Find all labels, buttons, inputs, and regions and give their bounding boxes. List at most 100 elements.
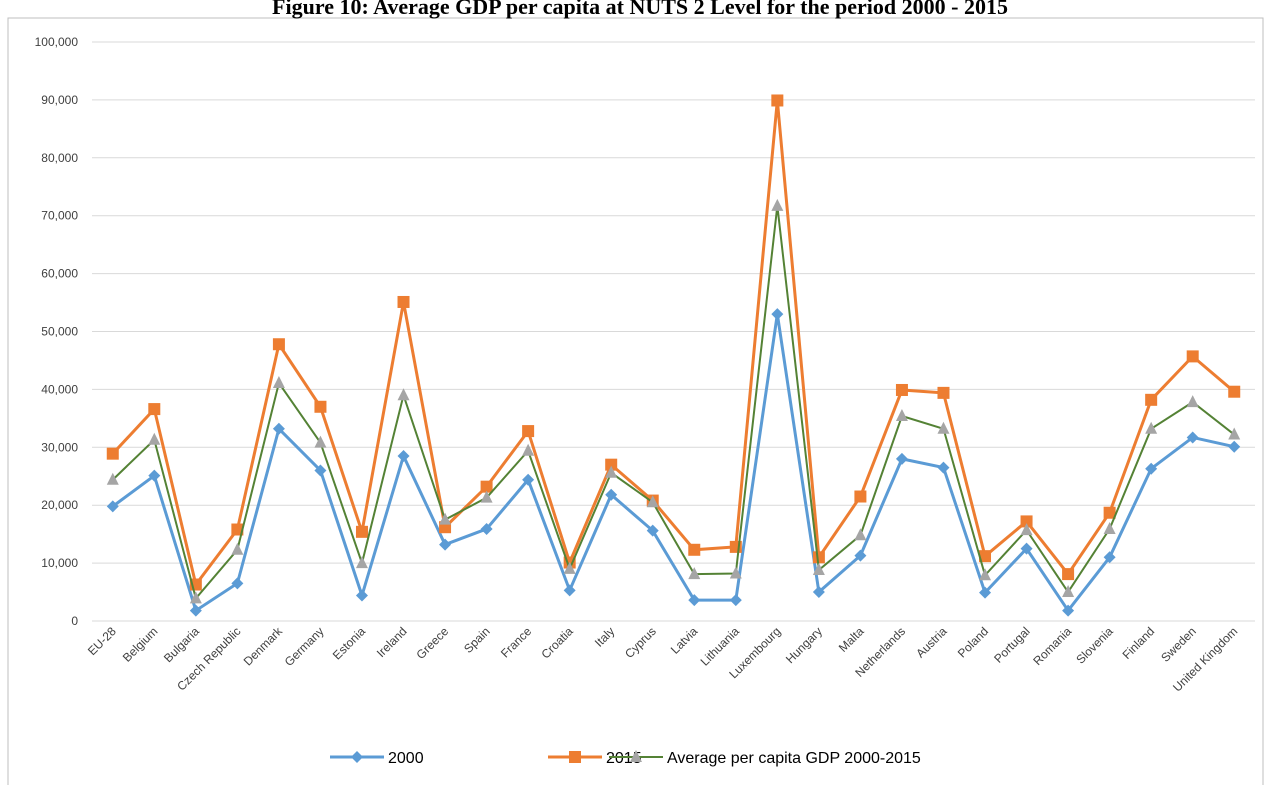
y-tick-label: 20,000 [41, 498, 78, 512]
marker [812, 563, 825, 576]
x-tick-label: Belgium [120, 624, 161, 665]
marker [812, 586, 825, 599]
marker [522, 425, 535, 438]
x-tick-label: Romania [1030, 624, 1074, 668]
x-tick-label: Germany [282, 624, 327, 669]
y-tick-label: 60,000 [41, 267, 78, 281]
x-tick-label: Italy [592, 624, 617, 649]
marker [771, 94, 784, 107]
marker [895, 452, 908, 465]
marker [148, 403, 161, 416]
marker [605, 488, 618, 501]
x-tick-label: Finland [1120, 624, 1158, 662]
marker [1145, 462, 1158, 475]
legend-marker [569, 751, 581, 763]
marker [854, 549, 867, 562]
marker [812, 551, 825, 564]
chart-title: Figure 10: Average GDP per capita at NUT… [272, 0, 1008, 19]
marker [937, 461, 950, 474]
marker [729, 566, 742, 579]
marker [397, 449, 410, 462]
x-tick-label: Austria [913, 624, 950, 661]
marker [1062, 585, 1075, 598]
y-tick-label: 50,000 [41, 325, 78, 339]
marker [1145, 393, 1158, 406]
x-tick-label: Slovenia [1073, 624, 1116, 667]
marker [1062, 568, 1075, 581]
x-tick-label: Croatia [539, 624, 576, 661]
marker [272, 338, 285, 351]
y-tick-label: 80,000 [41, 151, 78, 165]
x-tick-label: Estonia [330, 624, 368, 662]
y-tick-label: 90,000 [41, 93, 78, 107]
legend-label: Average per capita GDP 2000-2015 [667, 750, 921, 767]
marker [355, 589, 368, 602]
marker [355, 525, 368, 538]
marker [1020, 523, 1033, 536]
y-tick-label: 70,000 [41, 209, 78, 223]
marker [480, 490, 493, 503]
marker [106, 447, 119, 460]
marker [688, 594, 701, 607]
chart-frame [7, 17, 1264, 785]
marker [1186, 431, 1199, 444]
marker [522, 443, 535, 456]
x-tick-label: Greece [413, 624, 451, 662]
marker [1103, 506, 1116, 519]
marker [854, 528, 867, 541]
marker [979, 568, 992, 581]
marker [397, 388, 410, 401]
marker [272, 422, 285, 435]
marker [1228, 440, 1241, 453]
marker [106, 500, 119, 513]
marker [106, 472, 119, 485]
marker [1020, 515, 1033, 528]
marker [148, 432, 161, 445]
marker [771, 198, 784, 211]
x-tick-label: EU-28 [85, 624, 119, 658]
marker [1103, 551, 1116, 564]
legend-label: 2015 [606, 750, 642, 767]
marker [1186, 350, 1199, 363]
marker [148, 469, 161, 482]
marker [854, 490, 867, 503]
marker [397, 295, 410, 308]
marker [979, 550, 992, 563]
marker [231, 542, 244, 555]
marker [895, 409, 908, 422]
marker [1186, 395, 1199, 408]
marker [1020, 542, 1033, 555]
x-tick-label: Portugal [991, 624, 1033, 666]
marker [1145, 421, 1158, 434]
x-tick-label: Malta [836, 624, 867, 655]
x-tick-label: Poland [955, 624, 991, 660]
marker [729, 594, 742, 607]
marker [439, 538, 452, 551]
legend-marker [351, 751, 363, 763]
x-tick-label: France [498, 624, 535, 661]
series-line [111, 313, 1235, 614]
marker [771, 308, 784, 321]
x-tick-label: Spain [461, 624, 493, 656]
y-tick-label: 100,000 [35, 35, 79, 49]
marker [480, 480, 493, 493]
marker [979, 586, 992, 599]
y-tick-label: 0 [71, 614, 78, 628]
x-tick-label: Denmark [241, 624, 286, 669]
marker [688, 567, 701, 580]
marker [1228, 427, 1241, 440]
legend-marker [630, 750, 642, 762]
marker [563, 584, 576, 597]
marker [355, 556, 368, 569]
marker [937, 386, 950, 399]
marker [522, 473, 535, 486]
series-line [112, 205, 1235, 601]
x-tick-label: Cyprus [622, 624, 659, 661]
marker [563, 561, 576, 574]
marker [314, 435, 327, 448]
x-tick-label: Ireland [374, 624, 410, 660]
marker [1103, 521, 1116, 534]
marker [189, 604, 202, 617]
marker [480, 522, 493, 535]
y-tick-label: 10,000 [41, 556, 78, 570]
